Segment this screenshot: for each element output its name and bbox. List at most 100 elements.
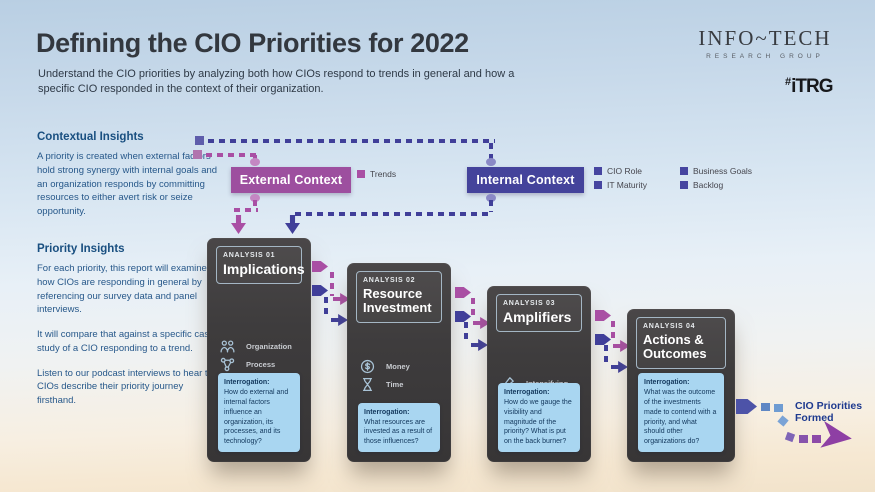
internal-top-drop-line [489,143,493,159]
panel-title-box: ANALYSIS 02 Resource Investment [356,271,442,323]
internal-context-label: Internal Context [476,173,575,187]
panel-title-box: ANALYSIS 03 Amplifiers [496,294,582,333]
research-group-label: RESEARCH GROUP [706,53,824,60]
magenta-step-line [471,298,475,320]
blue-line-start-square [195,136,204,145]
panel-title: Actions & Outcomes [643,332,707,362]
outcome-exit-arrow [736,399,757,414]
panel-item-label: Organization [246,342,292,351]
analysis-panel-actions-outcomes: ANALYSIS 04 Actions & Outcomes Outcomes … [627,309,735,462]
contextual-insights-body: A priority is created when external fact… [37,151,218,218]
interrogation-box: Interrogation: What resources are invest… [358,402,440,452]
external-context-label: External Context [239,173,343,187]
it-maturity-label: IT Maturity [607,180,647,190]
cio-role-label: CIO Role [607,166,642,176]
panel-title: Amplifiers [503,309,572,325]
organization-icon [220,340,235,353]
magenta-exit-arrow [312,261,328,272]
it-maturity-swatch [594,181,602,189]
outcome-step-square [774,404,783,412]
blue-into-panel2-arrow [331,314,348,326]
interrogation-heading: Interrogation: [224,379,270,387]
blue-step-line [464,322,468,342]
external-top-connector-dot [250,158,260,166]
panel-title-box: ANALYSIS 01 Implications [216,246,305,285]
legend-item: Backlog [680,180,752,190]
outcome-step-square [761,403,770,411]
external-drop-line [253,200,257,210]
interrogation-heading: Interrogation: [644,379,690,387]
panel-item-label: Money [386,362,410,371]
analysis-number: ANALYSIS 03 [503,300,556,307]
cio-priorities-formed-label: CIO Priorities Formed [795,400,863,425]
interrogation-heading: Interrogation: [364,408,410,416]
trends-label: Trends [370,169,397,179]
time-icon [362,378,373,391]
infotech-wordmark: INFO~TECH [698,26,832,50]
priority-insights-paragraph: It will compare that against a specific … [37,329,215,354]
analysis-number: ANALYSIS 02 [363,277,416,284]
external-left-run-line [234,208,258,212]
panel-title: Implications [223,261,305,277]
panel-item-row: Process [219,356,275,373]
magenta-line-start-square [193,150,202,159]
process-icon [220,357,235,372]
backlog-swatch [680,181,688,189]
interrogation-box: Interrogation: How do external and inter… [218,373,300,452]
external-top-dashed-line [206,153,258,157]
itrg-hash: # [785,76,792,88]
internal-left-run-line [295,212,491,216]
external-context-box: External Context [231,167,351,193]
priorities-formed-arrowhead [820,421,853,452]
interrogation-box: Interrogation: What was the outcome of t… [638,373,724,452]
blue-exit-arrow [455,311,471,322]
business-goals-label: Business Goals [693,166,753,176]
panel-title: Resource Investment [363,286,432,316]
interrogation-text: How do external and internal factors inf… [224,389,289,446]
interrogation-text: How do we gauge the visibility and magni… [504,399,572,446]
analysis-number: ANALYSIS 04 [643,323,696,330]
priority-insights-paragraph: For each priority, this report will exam… [37,263,207,316]
magenta-step-line [330,272,334,296]
panel-title-box: ANALYSIS 04 Actions & Outcomes [636,317,726,369]
priority-insights-paragraph: Listen to our podcast interviews to hear… [37,367,219,407]
priority-insights-heading: Priority Insights [37,243,125,255]
legend-item: IT Maturity [594,180,666,190]
cio-role-swatch [594,167,602,175]
panel-item-row: Organization [219,338,292,355]
outcome-step-square [812,435,821,443]
internal-top-connector-dot [486,158,496,166]
priority-insights-section: Priority Insights For each priority, thi… [37,243,219,419]
outcome-step-square [799,435,808,443]
contextual-insights-section: Contextual Insights A priority is create… [37,131,219,230]
business-goals-swatch [680,167,688,175]
backlog-label: Backlog [693,180,724,190]
panel-item-row: Money [359,358,410,375]
magenta-step-line [611,321,615,343]
contextual-insights-heading: Contextual Insights [37,131,144,143]
itrg-wordmark: iTRG [791,76,833,97]
blue-exit-arrow [312,285,328,296]
external-legend: Trends [357,169,396,179]
analysis-number: ANALYSIS 01 [223,252,276,259]
analysis-panel-resource-investment: ANALYSIS 02 Resource Investment Money Ti… [347,263,451,462]
interrogation-text: What was the outcome of the investments … [644,389,717,446]
interrogation-box: Interrogation: How do we gauge the visib… [498,383,580,452]
internal-context-box: Internal Context [467,167,584,193]
itrg-logo: #iTRG [785,76,834,98]
outcome-step-square [784,431,796,443]
magenta-exit-arrow [595,310,611,321]
legend-item: Business Goals [680,166,752,176]
page-title: Defining the CIO Priorities for 2022 [36,28,469,58]
legend-item: CIO Role [594,166,666,176]
infotech-logo: INFO~TECH RESEARCH GROUP [690,26,840,60]
blue-into-panel4-arrow [611,361,628,373]
internal-bottom-connector-dot [486,194,496,202]
interrogation-text: What resources are invested as a result … [364,418,433,446]
page-subtitle: Understand the CIO priorities by analyzi… [38,68,515,95]
analysis-panel-implications: ANALYSIS 01 Implications Organization Pr… [207,238,311,462]
magenta-exit-arrow [455,287,471,298]
interrogation-heading: Interrogation: [504,389,550,397]
blue-step-line [324,297,328,319]
